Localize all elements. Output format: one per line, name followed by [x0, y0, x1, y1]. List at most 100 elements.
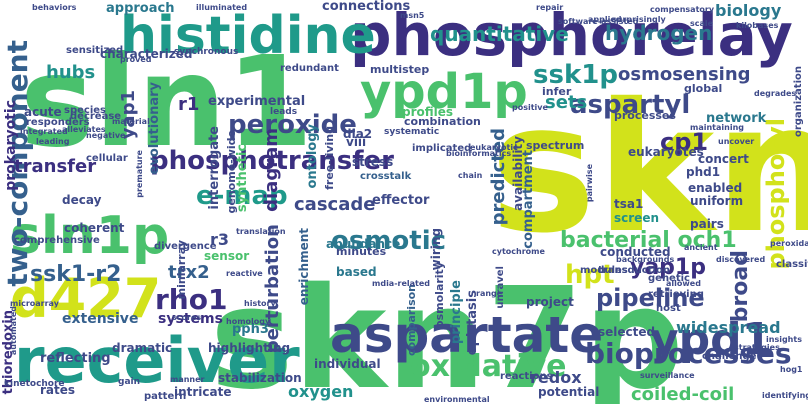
word: scores — [172, 313, 202, 322]
word: potential — [538, 385, 600, 399]
word: host — [656, 303, 681, 314]
word: cytochrome — [492, 247, 545, 256]
word: biology — [715, 1, 782, 20]
word: uncover — [718, 137, 755, 146]
word: infer — [542, 85, 572, 98]
word: comparison — [405, 284, 418, 356]
word: skn7 — [490, 65, 808, 272]
word: trx2 — [168, 262, 210, 283]
word: prokaryotic — [3, 100, 19, 191]
word: msn5 — [400, 11, 425, 20]
word: behaviors — [32, 3, 77, 12]
word: scale — [690, 19, 714, 28]
word: backgrounds — [616, 255, 675, 264]
word: hubs — [46, 62, 96, 83]
word: positive — [512, 103, 548, 112]
word: redox — [530, 368, 582, 387]
word: project — [526, 295, 574, 309]
word: peroxide — [228, 110, 357, 140]
word: eukaryotic — [470, 143, 518, 152]
word: cp1 — [660, 128, 709, 156]
word: responders — [26, 117, 90, 128]
word: transduction — [598, 265, 670, 276]
word: stabilization — [218, 371, 302, 385]
word: organization — [793, 66, 804, 138]
word: kinetochore — [4, 379, 65, 389]
word: leading — [36, 137, 70, 146]
word: hog1 — [780, 365, 803, 374]
word: dramatic — [112, 341, 173, 355]
word: ssk1p — [533, 60, 618, 90]
word: intricate — [174, 385, 232, 399]
word: tsa1 — [614, 197, 644, 211]
word: repair — [536, 3, 564, 12]
word: premature — [135, 150, 144, 198]
word: leads — [270, 107, 298, 117]
word: pph3 — [232, 322, 269, 337]
word: bacterial och1 — [560, 228, 737, 253]
word: network — [706, 111, 767, 126]
word: environmental — [424, 395, 490, 404]
word: sln1p — [10, 206, 170, 266]
word: comprehensive — [14, 235, 100, 246]
word: synchronous — [174, 47, 239, 57]
word: systems — [158, 311, 223, 327]
word: ancient — [684, 243, 718, 252]
word: rho1 — [155, 283, 228, 316]
word: decay — [62, 193, 102, 207]
word: global — [684, 82, 723, 95]
word: applied — [588, 15, 622, 24]
word: r1 — [178, 94, 200, 115]
word: uniform — [690, 194, 744, 208]
word: selected — [598, 325, 656, 339]
word: degrades — [754, 89, 797, 98]
word: classified — [776, 259, 808, 270]
word: microarray — [10, 299, 59, 308]
word: histidine — [120, 6, 376, 66]
word: unravel — [495, 266, 506, 309]
word: genome-wide — [225, 130, 238, 214]
word: redundant — [280, 63, 339, 74]
word: ypd1 — [650, 314, 773, 365]
word: sets — [545, 92, 588, 113]
word: conducted — [600, 245, 671, 259]
word: allowed — [666, 279, 701, 288]
word: principle — [449, 280, 464, 345]
word: profiles — [402, 105, 454, 119]
word: rates — [40, 383, 76, 397]
word: maintaining — [690, 123, 744, 132]
word: sensitized — [66, 45, 124, 56]
word: discovered — [716, 255, 766, 264]
word: pairwise — [585, 164, 594, 203]
word: effector — [372, 193, 430, 208]
word: quantitative — [430, 22, 569, 46]
word: alleviates — [62, 125, 106, 134]
word: decrease — [70, 111, 122, 122]
word: peroxidases — [770, 239, 808, 248]
word: concert — [698, 152, 749, 166]
word: sensor — [204, 249, 250, 263]
word: reactive — [226, 269, 263, 278]
word: insights — [766, 335, 802, 344]
word: sln1 — [20, 30, 314, 175]
word: phd1 — [686, 165, 721, 179]
word: modules — [580, 265, 628, 276]
word: aspartate — [330, 306, 604, 364]
word: d427 — [10, 267, 162, 330]
word: hydrogen — [605, 21, 713, 45]
word: transfer — [14, 156, 97, 177]
word: reactions — [500, 371, 553, 382]
word: negative — [86, 131, 126, 140]
word: receiver — [14, 324, 300, 397]
word: eukaryotes — [628, 145, 704, 159]
word: osmolarity — [433, 262, 446, 328]
word: free-living — [323, 126, 336, 190]
word: mdia-related — [372, 279, 431, 288]
word: crosstalk — [360, 171, 412, 182]
word: e-map — [196, 181, 288, 211]
word: homology — [226, 317, 271, 326]
word: stress — [352, 155, 394, 169]
word: phosphorelay — [350, 1, 793, 69]
word: diagram — [261, 128, 282, 212]
word: bioprocesses — [585, 337, 792, 370]
